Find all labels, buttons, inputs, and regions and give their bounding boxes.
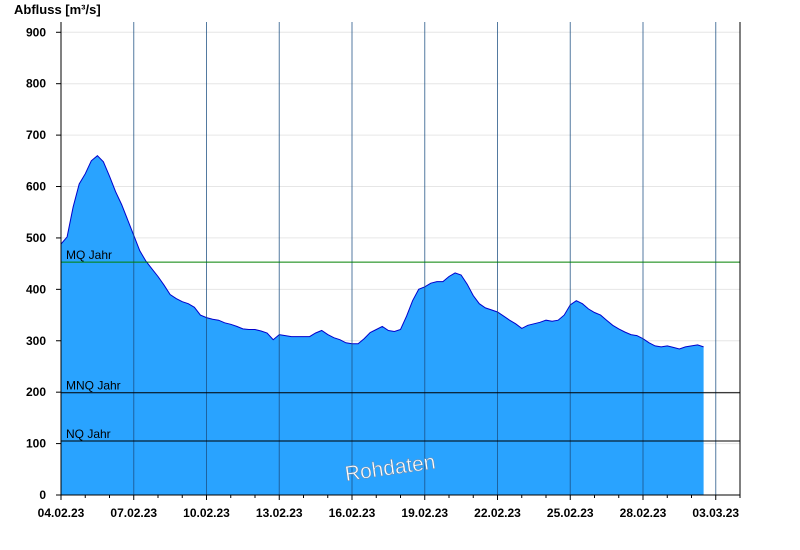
x-tick-label: 16.02.23: [329, 506, 376, 520]
reference-line-label: MQ Jahr: [66, 248, 112, 262]
y-axis-ticks: 0 100 200 300 400 500 600 700 800 900: [26, 25, 61, 502]
x-tick-label: 07.02.23: [110, 506, 157, 520]
discharge-line: [60, 155, 704, 350]
x-tick-label: 19.02.23: [401, 506, 448, 520]
y-tick-label: 500: [26, 231, 46, 245]
y-axis-label: Abfluss [m³/s]: [14, 2, 101, 17]
y-tick-label: 100: [26, 437, 46, 451]
x-tick-label: 03.03.23: [692, 506, 739, 520]
discharge-area: [61, 155, 704, 495]
y-tick-label: 900: [26, 25, 46, 39]
x-tick-label: 04.02.23: [38, 506, 85, 520]
day-separator-lines: [133, 22, 717, 495]
reference-lines: MQ Jahr MNQ Jahr NQ Jahr: [61, 248, 740, 442]
y-tick-label: 400: [26, 282, 46, 296]
reference-line-label: NQ Jahr: [66, 427, 111, 441]
y-tick-label: 200: [26, 385, 46, 399]
x-tick-label: 28.02.23: [620, 506, 667, 520]
y-tick-label: 800: [26, 77, 46, 91]
y-tick-label: 300: [26, 334, 46, 348]
y-tick-label: 600: [26, 180, 46, 194]
x-axis-ticks: 04.02.23 07.02.23 10.02.23 13.02.23 16.02.23…: [38, 495, 741, 520]
y-tick-label: 0: [39, 488, 46, 502]
x-tick-label: 25.02.23: [547, 506, 594, 520]
reference-line-label: MNQ Jahr: [66, 379, 121, 393]
y-tick-label: 700: [26, 128, 46, 142]
x-tick-label: 10.02.23: [183, 506, 230, 520]
x-tick-label: 22.02.23: [474, 506, 521, 520]
x-tick-label: 13.02.23: [256, 506, 303, 520]
